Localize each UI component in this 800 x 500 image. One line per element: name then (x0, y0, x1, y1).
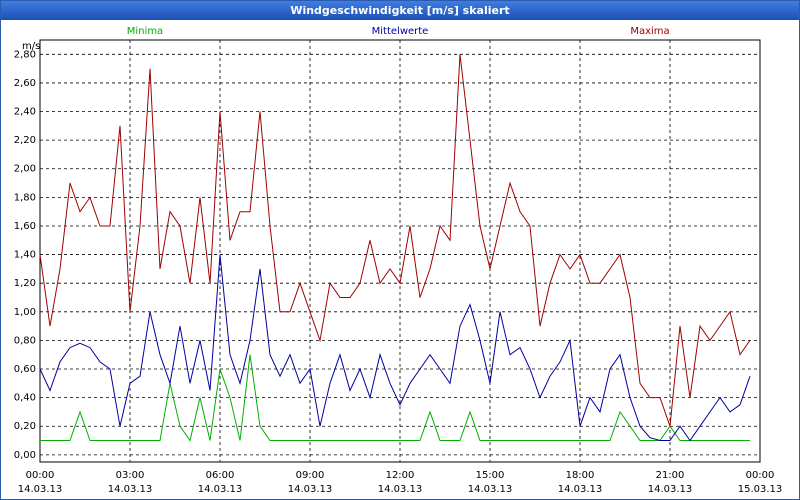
series-line (39, 254, 751, 442)
y-tick-label: 0,00 (14, 450, 36, 461)
x-tick-label: 03:00 (116, 470, 145, 481)
x-tick-date: 14.03.13 (378, 484, 423, 495)
y-tick-label: 1,40 (14, 250, 36, 261)
y-tick-label: 1,80 (14, 192, 36, 203)
y-tick-label: 1,20 (14, 278, 36, 289)
x-tick-date: 14.03.13 (468, 484, 513, 495)
x-tick-date: 14.03.13 (558, 484, 603, 495)
y-tick-label: 0,60 (14, 364, 36, 375)
x-tick-date: 14.03.13 (108, 484, 153, 495)
y-tick-label: 0,20 (14, 421, 36, 432)
x-tick-label: 12:00 (386, 470, 415, 481)
series-line (39, 54, 751, 427)
x-tick-date: 14.03.13 (648, 484, 693, 495)
y-tick-label: 1,60 (14, 221, 36, 232)
y-tick-label: 2,80 (14, 49, 36, 60)
legend-entry: Maxima (630, 26, 669, 37)
y-tick-label: 2,60 (14, 78, 36, 89)
x-tick-date: 15.03.13 (738, 484, 783, 495)
x-tick-label: 00:00 (26, 470, 55, 481)
y-tick-label: 2,40 (14, 107, 36, 118)
y-tick-label: 2,20 (14, 135, 36, 146)
y-tick-label: 2,00 (14, 164, 36, 175)
x-tick-label: 06:00 (206, 470, 235, 481)
x-tick-label: 09:00 (296, 470, 325, 481)
x-tick-date: 14.03.13 (288, 484, 333, 495)
series-line (40, 354, 750, 442)
legend-entry: Mittelwerte (372, 26, 429, 37)
legend-entry: Minima (127, 26, 163, 37)
x-tick-label: 15:00 (476, 470, 505, 481)
x-tick-label: 21:00 (656, 470, 685, 481)
x-tick-label: 00:00 (746, 470, 775, 481)
y-tick-label: 1,00 (14, 307, 36, 318)
y-tick-label: 0,40 (14, 393, 36, 404)
x-tick-date: 14.03.13 (18, 484, 63, 495)
x-tick-date: 14.03.13 (198, 484, 243, 495)
y-axis-label: m/s (22, 41, 40, 52)
title-bar: Windgeschwindigkeit [m/s] skaliert (1, 1, 799, 20)
x-tick-label: 18:00 (566, 470, 595, 481)
y-tick-label: 0,80 (14, 335, 36, 346)
